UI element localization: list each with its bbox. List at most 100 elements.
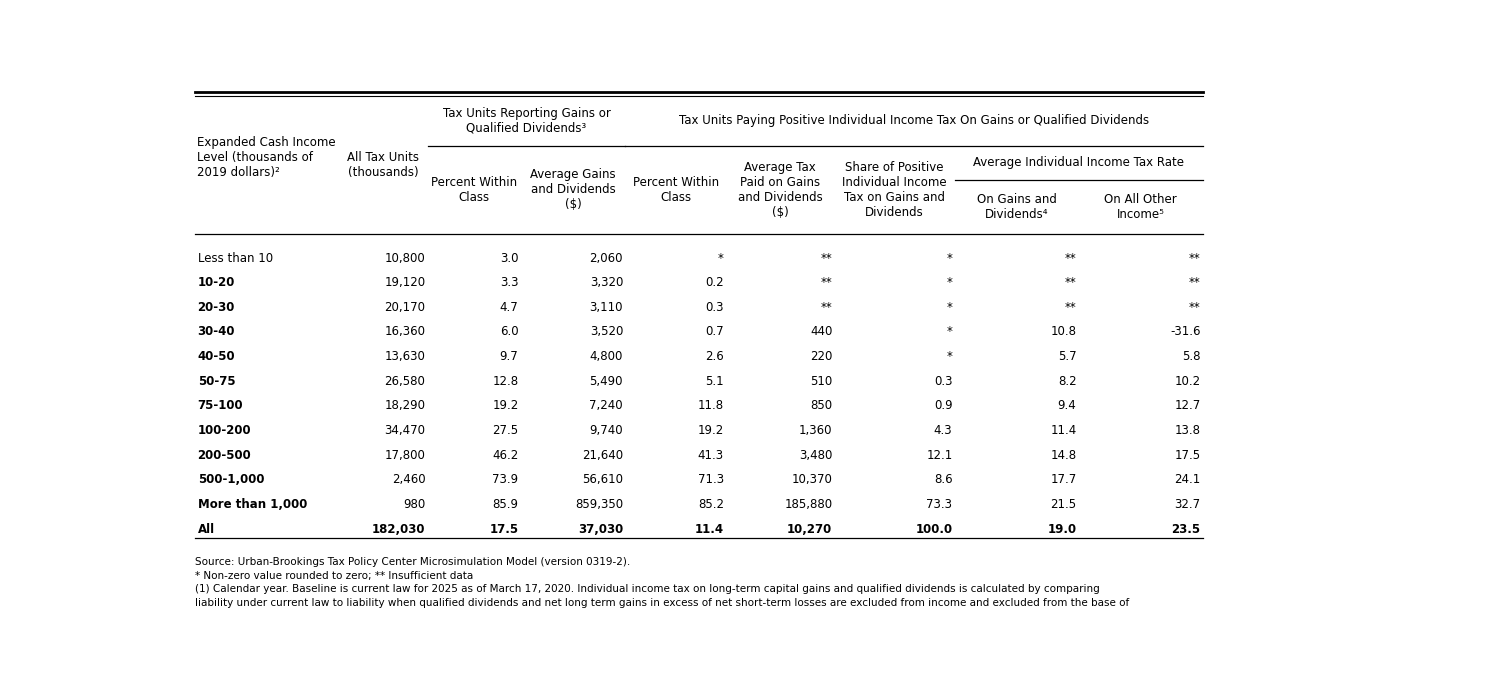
Text: 0.9: 0.9 [934,400,952,412]
Text: 3.0: 3.0 [500,251,519,265]
Text: 10-20: 10-20 [198,276,236,289]
Text: 46.2: 46.2 [492,449,519,461]
Text: 3.3: 3.3 [500,276,519,289]
Text: 37,030: 37,030 [578,523,622,536]
Text: **: ** [1065,251,1077,265]
Text: (1) Calendar year. Baseline is current law for 2025 as of March 17, 2020. Indivi: (1) Calendar year. Baseline is current l… [195,584,1100,594]
Text: 4.3: 4.3 [934,424,952,437]
Text: More than 1,000: More than 1,000 [198,498,308,511]
Text: 8.6: 8.6 [934,473,952,486]
Text: 100.0: 100.0 [915,523,952,536]
Text: * Non-zero value rounded to zero; ** Insufficient data: * Non-zero value rounded to zero; ** Ins… [195,570,474,580]
Text: 182,030: 182,030 [372,523,426,536]
Text: **: ** [821,276,833,289]
Text: 0.3: 0.3 [705,301,724,314]
Text: 0.7: 0.7 [705,326,724,338]
Text: 19,120: 19,120 [384,276,426,289]
Text: 5.8: 5.8 [1182,350,1200,363]
Text: 500-1,000: 500-1,000 [198,473,264,486]
Text: 1,360: 1,360 [800,424,832,437]
Text: 18,290: 18,290 [384,400,426,412]
Text: **: ** [1188,301,1200,314]
Text: 5.7: 5.7 [1058,350,1077,363]
Text: 75-100: 75-100 [198,400,243,412]
Text: 26,580: 26,580 [384,374,426,388]
Text: 50-75: 50-75 [198,374,236,388]
Text: **: ** [1065,301,1077,314]
Text: 85.2: 85.2 [698,498,724,511]
Text: 56,610: 56,610 [582,473,622,486]
Text: **: ** [1188,251,1200,265]
Text: 980: 980 [404,498,426,511]
Text: 85.9: 85.9 [492,498,519,511]
Text: 100-200: 100-200 [198,424,250,437]
Text: Average Gains
and Dividends
($): Average Gains and Dividends ($) [531,169,616,211]
Text: All Tax Units
(thousands): All Tax Units (thousands) [346,151,418,179]
Text: **: ** [1065,276,1077,289]
Text: 11.4: 11.4 [694,523,724,536]
Text: *: * [946,301,952,314]
Text: 9.7: 9.7 [500,350,519,363]
Text: 440: 440 [810,326,832,338]
Text: 16,360: 16,360 [384,326,426,338]
Text: 17.5: 17.5 [1174,449,1200,461]
Text: 12.1: 12.1 [926,449,952,461]
Text: 24.1: 24.1 [1174,473,1200,486]
Text: 2.6: 2.6 [705,350,724,363]
Text: 850: 850 [810,400,832,412]
Text: Average Individual Income Tax Rate: Average Individual Income Tax Rate [974,156,1185,169]
Text: 17.7: 17.7 [1050,473,1077,486]
Text: 17,800: 17,800 [384,449,426,461]
Text: Average Tax
Paid on Gains
and Dividends
($): Average Tax Paid on Gains and Dividends … [738,161,822,219]
Text: 27.5: 27.5 [492,424,519,437]
Text: 4.7: 4.7 [500,301,519,314]
Text: **: ** [821,251,833,265]
Text: On All Other
Income⁵: On All Other Income⁵ [1104,193,1178,221]
Text: Source: Urban-Brookings Tax Policy Center Microsimulation Model (version 0319-2): Source: Urban-Brookings Tax Policy Cente… [195,556,630,567]
Text: 10.8: 10.8 [1050,326,1077,338]
Text: Percent Within
Class: Percent Within Class [430,176,518,204]
Text: *: * [946,251,952,265]
Text: 73.9: 73.9 [492,473,519,486]
Text: 11.8: 11.8 [698,400,724,412]
Text: Share of Positive
Individual Income
Tax on Gains and
Dividends: Share of Positive Individual Income Tax … [843,161,946,219]
Text: 220: 220 [810,350,832,363]
Text: 3,520: 3,520 [590,326,622,338]
Text: 21,640: 21,640 [582,449,622,461]
Text: 8.2: 8.2 [1058,374,1077,388]
Text: Expanded Cash Income
Level (thousands of
2019 dollars)²: Expanded Cash Income Level (thousands of… [196,136,336,179]
Text: 71.3: 71.3 [698,473,724,486]
Text: 10,370: 10,370 [792,473,832,486]
Text: 9.4: 9.4 [1058,400,1077,412]
Text: **: ** [1188,276,1200,289]
Text: Percent Within
Class: Percent Within Class [633,176,718,204]
Text: Tax Units Paying Positive Individual Income Tax On Gains or Qualified Dividends: Tax Units Paying Positive Individual Inc… [680,115,1149,127]
Text: 3,320: 3,320 [590,276,622,289]
Text: 14.8: 14.8 [1050,449,1077,461]
Text: *: * [946,276,952,289]
Text: 20-30: 20-30 [198,301,236,314]
Text: 3,480: 3,480 [800,449,832,461]
Text: 17.5: 17.5 [489,523,519,536]
Text: 10,270: 10,270 [788,523,832,536]
Text: -31.6: -31.6 [1170,326,1200,338]
Text: 859,350: 859,350 [574,498,622,511]
Text: 0.2: 0.2 [705,276,724,289]
Text: 185,880: 185,880 [784,498,832,511]
Text: 9,740: 9,740 [590,424,622,437]
Text: On Gains and
Dividends⁴: On Gains and Dividends⁴ [976,193,1056,221]
Text: 73.3: 73.3 [927,498,952,511]
Text: *: * [946,350,952,363]
Text: 12.7: 12.7 [1174,400,1200,412]
Text: 3,110: 3,110 [590,301,622,314]
Text: *: * [946,326,952,338]
Text: 7,240: 7,240 [590,400,622,412]
Text: 19.2: 19.2 [492,400,519,412]
Text: 2,060: 2,060 [590,251,622,265]
Text: Less than 10: Less than 10 [198,251,273,265]
Text: 13.8: 13.8 [1174,424,1200,437]
Text: 13,630: 13,630 [384,350,426,363]
Text: 30-40: 30-40 [198,326,236,338]
Text: All: All [198,523,214,536]
Text: Tax Units Reporting Gains or
Qualified Dividends³: Tax Units Reporting Gains or Qualified D… [442,107,610,135]
